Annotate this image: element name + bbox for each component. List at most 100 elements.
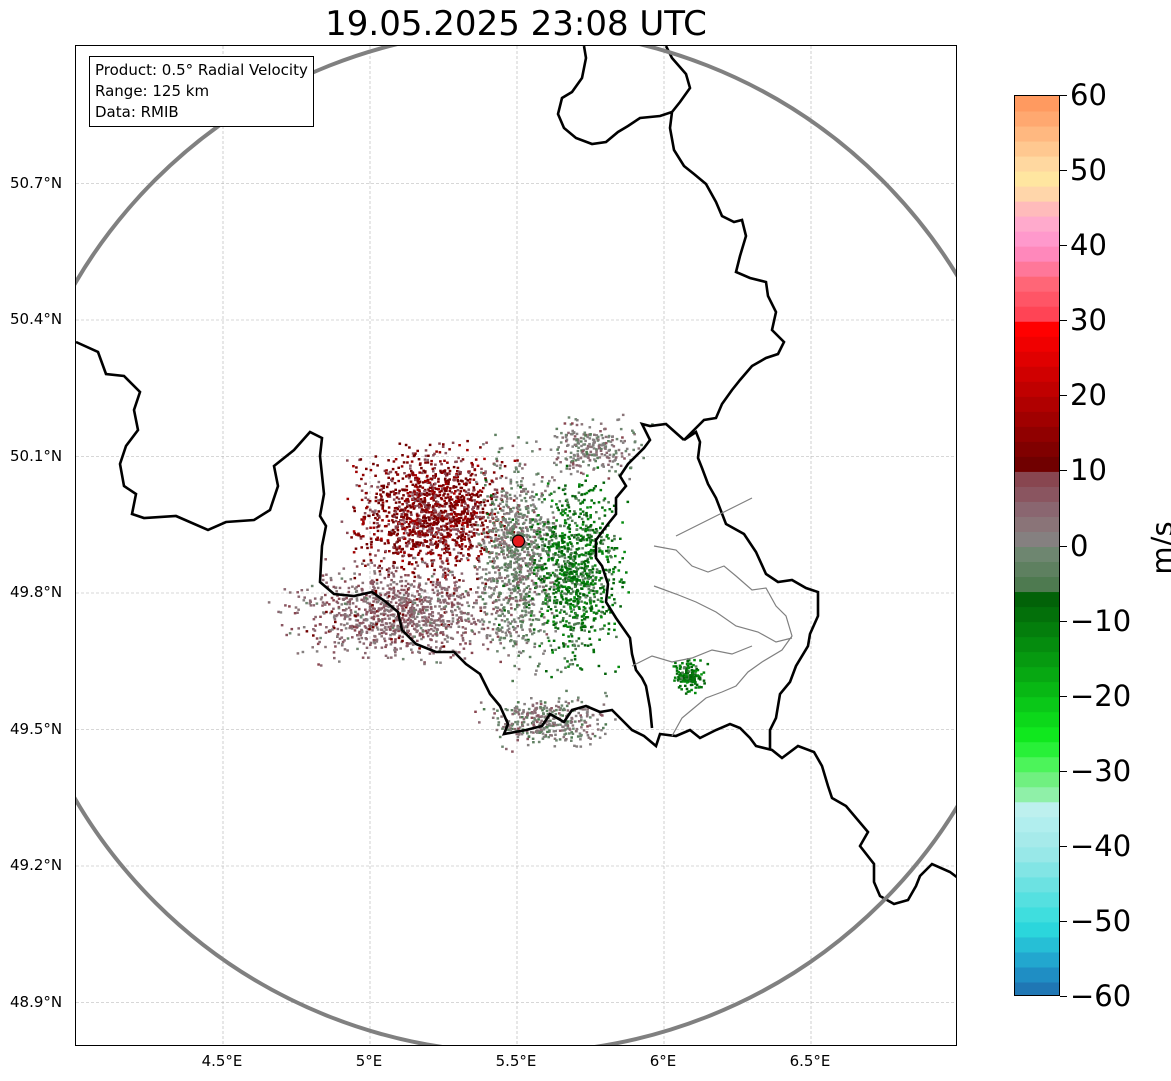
echo-pixel bbox=[373, 511, 376, 514]
echo-pixel bbox=[447, 479, 450, 482]
echo-pixel bbox=[405, 590, 408, 594]
echo-pixel bbox=[481, 623, 485, 626]
echo-pixel bbox=[513, 587, 517, 590]
echo-pixel bbox=[485, 547, 488, 551]
echo-pixel bbox=[575, 614, 578, 617]
echo-pixel bbox=[588, 533, 592, 537]
echo-pixel bbox=[552, 588, 556, 591]
echo-pixel bbox=[360, 477, 363, 481]
echo-pixel bbox=[371, 610, 375, 614]
echo-pixel bbox=[416, 493, 419, 497]
echo-pixel bbox=[508, 546, 512, 550]
echo-pixel bbox=[477, 560, 481, 563]
echo-pixel bbox=[603, 446, 607, 450]
echo-pixel bbox=[620, 455, 624, 458]
echo-pixel bbox=[517, 634, 520, 638]
echo-pixel bbox=[538, 559, 541, 562]
echo-pixel bbox=[424, 519, 428, 523]
echo-pixel bbox=[512, 618, 516, 621]
echo-pixel bbox=[368, 514, 371, 518]
echo-pixel bbox=[507, 578, 511, 582]
echo-pixel bbox=[368, 609, 372, 612]
echo-pixel bbox=[376, 600, 380, 604]
echo-pixel bbox=[455, 542, 459, 545]
echo-pixel bbox=[353, 587, 357, 590]
echo-pixel bbox=[426, 605, 429, 609]
echo-pixel bbox=[540, 480, 544, 483]
echo-pixel bbox=[385, 643, 388, 647]
echo-pixel bbox=[417, 574, 420, 577]
echo-pixel bbox=[383, 576, 387, 580]
echo-pixel bbox=[582, 580, 586, 584]
echo-pixel bbox=[571, 724, 575, 727]
echo-pixel bbox=[563, 512, 567, 515]
echo-pixel bbox=[448, 448, 451, 451]
echo-pixel bbox=[357, 532, 360, 535]
echo-pixel bbox=[688, 690, 691, 693]
echo-pixel bbox=[461, 538, 464, 541]
echo-pixel bbox=[583, 601, 587, 604]
echo-pixel bbox=[587, 551, 590, 554]
echo-pixel bbox=[380, 529, 384, 533]
echo-pixel bbox=[497, 723, 500, 727]
echo-pixel bbox=[312, 618, 316, 621]
echo-pixel bbox=[351, 585, 354, 588]
echo-pixel bbox=[589, 600, 592, 603]
echo-pixel bbox=[513, 576, 517, 580]
echo-pixel bbox=[310, 584, 314, 588]
echo-pixel bbox=[484, 582, 488, 585]
echo-pixel bbox=[369, 611, 373, 614]
echo-pixel bbox=[405, 604, 409, 607]
echo-pixel bbox=[429, 602, 432, 606]
radar-map[interactable] bbox=[75, 45, 957, 1046]
echo-pixel bbox=[466, 497, 470, 501]
echo-pixel bbox=[596, 435, 600, 438]
echo-pixel bbox=[394, 616, 398, 620]
echo-pixel bbox=[542, 652, 545, 655]
echo-pixel bbox=[483, 473, 486, 476]
echo-pixel bbox=[584, 544, 588, 547]
echo-pixel bbox=[497, 528, 500, 532]
echo-pixel bbox=[552, 592, 555, 595]
echo-pixel bbox=[380, 567, 384, 570]
echo-pixel bbox=[410, 642, 413, 645]
echo-pixel bbox=[348, 600, 351, 603]
echo-pixel bbox=[479, 515, 482, 519]
echo-pixel bbox=[458, 498, 461, 502]
echo-pixel bbox=[400, 584, 404, 588]
echo-pixel bbox=[470, 496, 473, 499]
echo-pixel bbox=[492, 561, 496, 565]
echo-pixel bbox=[537, 514, 540, 517]
echo-pixel bbox=[520, 499, 523, 502]
echo-pixel bbox=[569, 602, 573, 606]
echo-pixel bbox=[703, 682, 706, 685]
echo-pixel bbox=[373, 634, 376, 638]
echo-pixel bbox=[479, 606, 483, 609]
echo-pixel bbox=[505, 528, 509, 532]
echo-pixel bbox=[509, 591, 513, 595]
echo-pixel bbox=[348, 613, 352, 617]
echo-pixel bbox=[465, 619, 468, 622]
echo-pixel bbox=[463, 657, 467, 660]
echo-pixel bbox=[390, 608, 393, 611]
echo-pixel bbox=[439, 557, 442, 560]
echo-pixel bbox=[520, 484, 524, 487]
echo-pixel bbox=[480, 532, 484, 535]
echo-pixel bbox=[534, 711, 537, 714]
echo-pixel bbox=[410, 648, 413, 651]
echo-pixel bbox=[562, 617, 565, 620]
echo-pixel bbox=[474, 503, 477, 506]
echo-pixel bbox=[527, 585, 530, 588]
echo-pixel bbox=[396, 617, 399, 620]
echo-pixel bbox=[516, 549, 520, 552]
echo-pixel bbox=[560, 546, 564, 549]
echo-pixel bbox=[531, 563, 535, 566]
echo-pixel bbox=[420, 466, 423, 470]
echo-pixel bbox=[564, 433, 568, 437]
echo-pixel bbox=[432, 508, 436, 511]
echo-pixel bbox=[464, 477, 468, 480]
echo-pixel bbox=[583, 568, 586, 571]
echo-pixel bbox=[463, 500, 466, 503]
echo-pixel bbox=[604, 732, 607, 736]
echo-pixel bbox=[484, 470, 487, 473]
